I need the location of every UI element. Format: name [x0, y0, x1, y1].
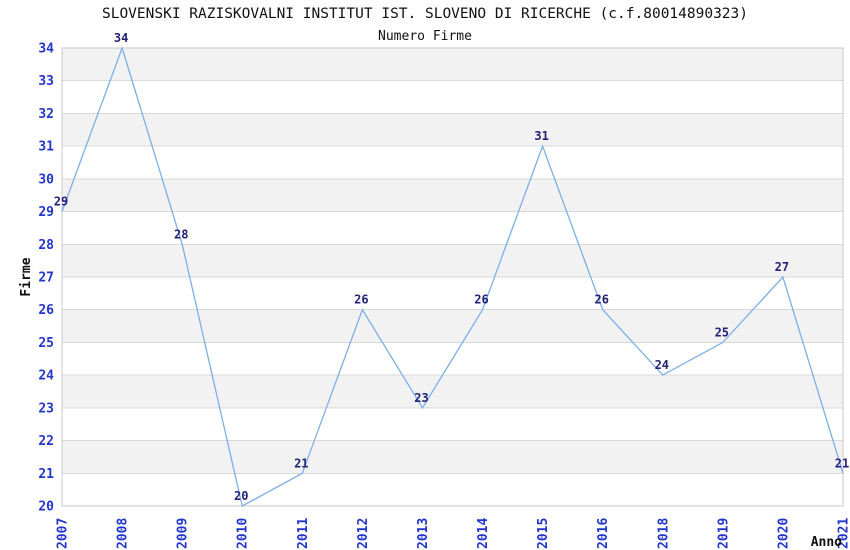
data-label: 28: [174, 227, 188, 241]
x-axis-title: Anno: [811, 535, 842, 550]
x-tick-label: 2010: [236, 518, 251, 549]
data-label: 26: [594, 293, 608, 307]
data-label: 21: [835, 456, 849, 470]
x-tick-label: 2013: [416, 518, 431, 549]
data-label: 21: [294, 456, 308, 470]
x-tick-label: 2021: [837, 518, 850, 549]
chart-subtitle: Numero Firme: [378, 29, 472, 44]
x-tick-label: 2020: [776, 518, 791, 549]
y-tick-label: 21: [38, 467, 54, 482]
x-tick-label: 2007: [56, 518, 71, 549]
data-label: 23: [414, 391, 428, 405]
data-label: 20: [234, 489, 248, 503]
y-axis-title: Firme: [19, 257, 34, 296]
y-tick-label: 33: [38, 74, 54, 89]
x-tick-label: 2018: [656, 518, 671, 549]
row-bands: [62, 48, 843, 506]
x-tick-label: 2016: [596, 518, 611, 549]
y-tick-label: 23: [38, 401, 54, 416]
data-label: 24: [655, 358, 669, 372]
x-tick-label: 2008: [116, 518, 131, 549]
data-label: 25: [715, 325, 729, 339]
plot-border: [61, 47, 844, 507]
data-label: 27: [775, 260, 789, 274]
x-tick-label: 2011: [296, 518, 311, 549]
x-tick-label: 2009: [176, 518, 191, 549]
y-tick-label: 30: [38, 172, 54, 187]
y-tick-label: 22: [38, 434, 54, 449]
y-tick-label: 31: [38, 140, 54, 155]
y-tick-label: 26: [38, 303, 54, 318]
y-tick-label: 32: [38, 107, 54, 122]
data-label: 31: [534, 129, 548, 143]
data-label: 29: [54, 195, 68, 209]
y-tick-label: 28: [38, 238, 54, 253]
y-tick-label: 24: [38, 369, 54, 384]
x-tick-label: 2014: [476, 518, 491, 549]
series-line: [61, 45, 844, 507]
x-tick-label: 2019: [716, 518, 731, 549]
data-label: 34: [114, 31, 128, 45]
y-tick-label: 34: [38, 42, 54, 57]
y-tick-label: 25: [38, 336, 54, 351]
x-tick-label: 2012: [356, 518, 371, 549]
y-tick-label: 29: [38, 205, 54, 220]
x-tick-label: 2015: [536, 518, 551, 549]
y-tick-label: 20: [38, 500, 54, 515]
x-tick-labels: 2007 2008 2009 2010 2011 2012 2013 2014 2015 2016…: [56, 518, 850, 549]
chart-title: SLOVENSKI RAZISKOVALNI INSTITUT IST. SLO…: [101, 6, 748, 22]
data-labels: 29 34 28 20 21 26 23 26 31 26 24 25 27 21: [54, 31, 849, 503]
data-label: 26: [354, 293, 368, 307]
y-tick-label: 27: [38, 271, 54, 286]
y-tick-labels: 20 21 22 23 24 25 26 27 28 29 30 31 32 33 34: [38, 42, 54, 515]
data-label: 26: [474, 293, 488, 307]
